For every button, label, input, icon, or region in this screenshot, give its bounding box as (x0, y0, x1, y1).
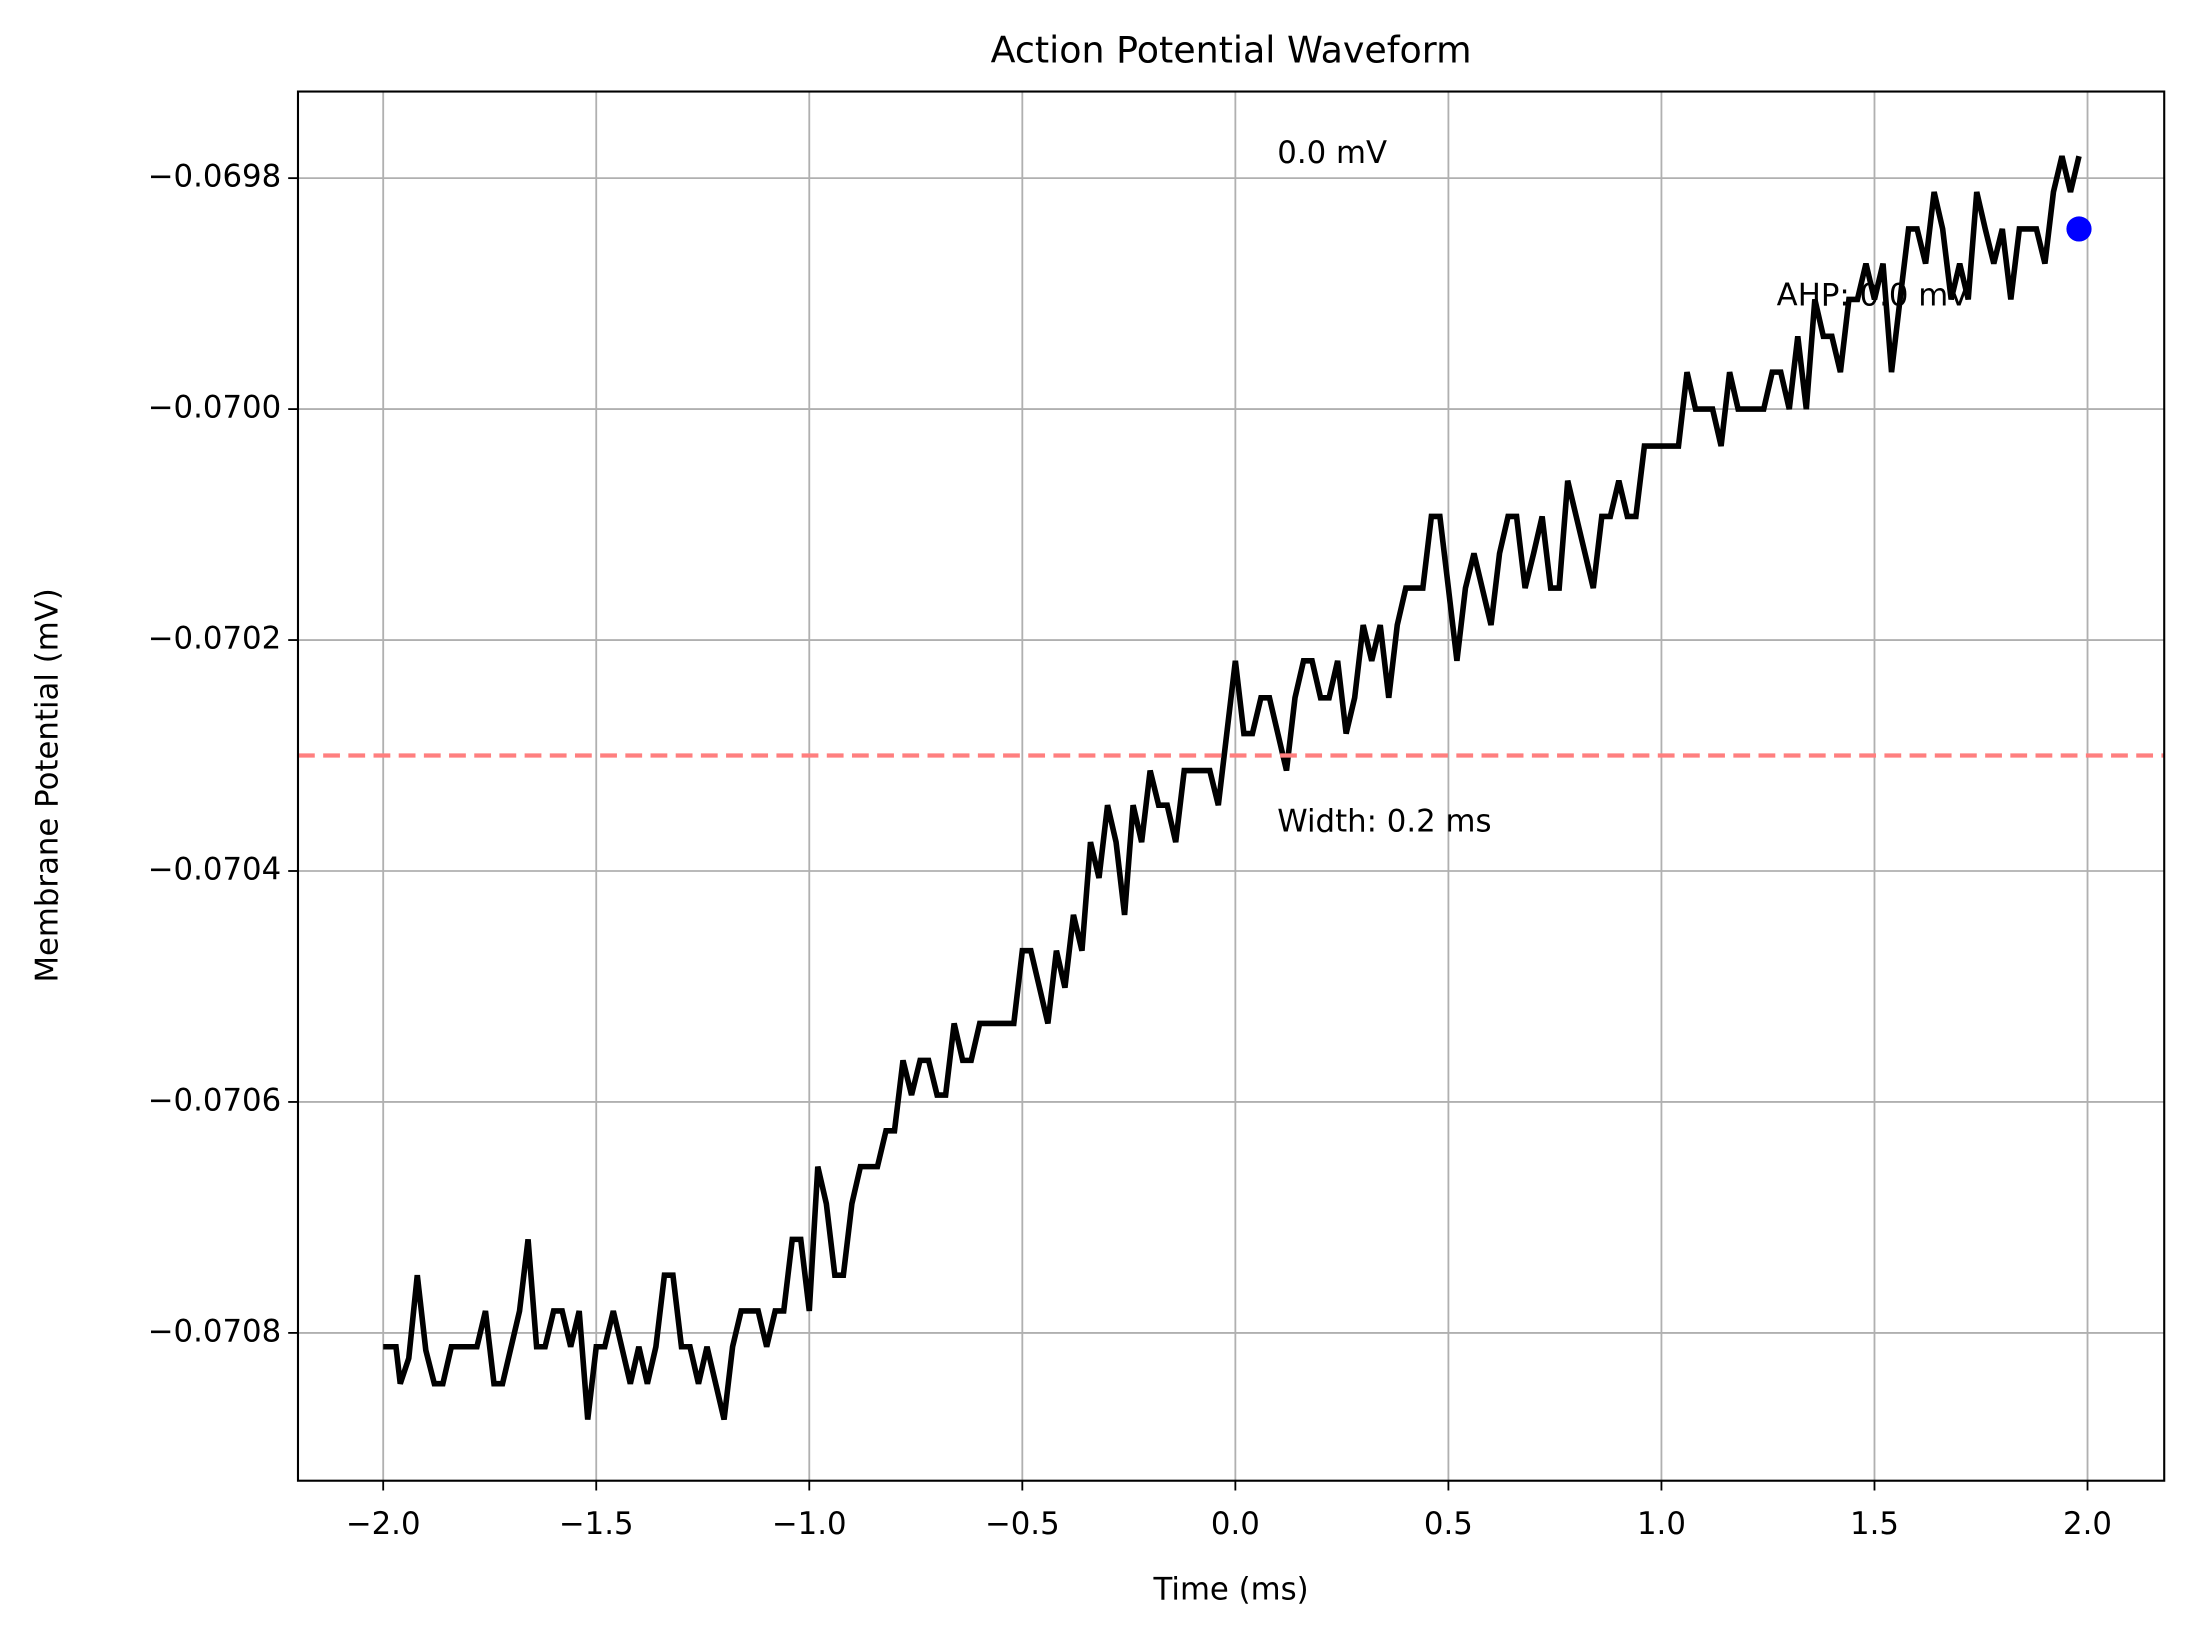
y-axis-label: Membrane Potential (mV) (29, 588, 65, 982)
data-line (383, 155, 2082, 1421)
chart-title: Action Potential Waveform (991, 28, 1472, 71)
y-tick-label: −0.0708 (148, 1313, 281, 1349)
x-tick-label: 1.5 (1850, 1506, 1899, 1542)
x-tick-label: 0.0 (1211, 1506, 1260, 1542)
y-tick-label: −0.0706 (148, 1082, 281, 1118)
x-tick-label: 2.0 (2063, 1506, 2112, 1542)
x-tick-label: 1.0 (1637, 1506, 1686, 1542)
x-tick-label: −2.0 (346, 1506, 421, 1542)
plot-frame (296, 90, 2166, 1482)
annotation: AHP: 0.0 mV (1777, 278, 1970, 314)
y-tick-label: −0.0704 (148, 851, 281, 887)
x-tick-label: −1.5 (559, 1506, 634, 1542)
x-tick-label: 0.5 (1424, 1506, 1473, 1542)
y-tick-label: −0.0702 (148, 621, 281, 657)
y-tick-label: −0.0700 (148, 390, 281, 426)
marker (2066, 216, 2092, 242)
x-axis-label: Time (ms) (1153, 1572, 1309, 1608)
x-tick-label: −0.5 (985, 1506, 1060, 1542)
annotation: 0.0 mV (1277, 135, 1387, 171)
x-tick-label: −1.0 (772, 1506, 847, 1542)
annotation: Width: 0.2 ms (1277, 804, 1491, 840)
y-tick-label: −0.0698 (148, 159, 281, 195)
